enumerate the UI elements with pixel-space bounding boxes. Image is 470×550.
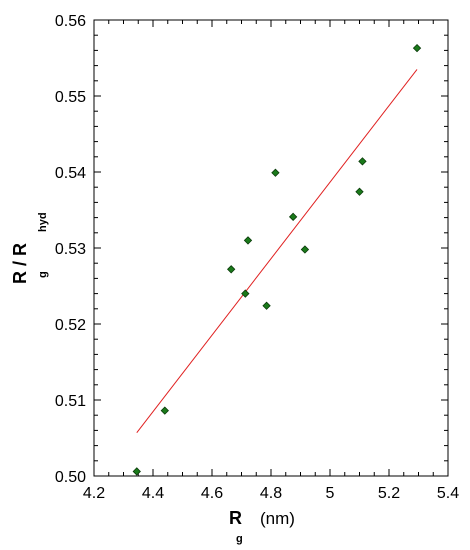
y-tick-label: 0.51 <box>55 393 86 410</box>
y-axis-label: R / R <box>10 243 30 284</box>
data-point <box>160 406 169 415</box>
y-tick-label: 0.53 <box>55 241 86 258</box>
y-tick-label: 0.55 <box>55 89 86 106</box>
data-point <box>412 43 422 53</box>
y-tick-label: 0.54 <box>55 165 86 182</box>
data-point <box>288 212 298 222</box>
data-point <box>300 245 310 254</box>
data-points <box>132 43 422 476</box>
y-tick-label: 0.56 <box>55 13 86 30</box>
y-tick-label: 0.52 <box>55 317 86 334</box>
plot-area-frame <box>93 19 449 477</box>
y-axis-label-subscript-g: g <box>37 271 49 278</box>
data-point <box>132 467 141 476</box>
x-tick-label: 5.2 <box>378 485 400 502</box>
x-axis-ticks: 4.2 4.4 4.6 4.8 5 5.2 5.4 <box>83 20 459 502</box>
data-point <box>355 187 364 196</box>
x-axis-label-subscript: g <box>236 533 243 545</box>
y-axis-label-group: R / R g hyd <box>10 212 49 284</box>
y-axis-label-subscript-hyd: hyd <box>37 212 49 232</box>
data-point <box>262 301 271 310</box>
fit-line-group <box>136 69 418 433</box>
y-tick-label: 0.50 <box>55 469 86 486</box>
x-tick-label: 4.6 <box>201 485 223 502</box>
x-tick-label: 5 <box>326 485 335 502</box>
data-point <box>227 265 236 274</box>
fit-line <box>136 69 418 433</box>
data-point <box>243 236 253 245</box>
x-tick-label: 4.4 <box>142 485 164 502</box>
x-tick-label: 5.4 <box>437 485 459 502</box>
data-point <box>241 289 250 298</box>
data-point <box>271 168 280 177</box>
data-point <box>358 157 367 166</box>
x-axis-unit: (nm) <box>260 509 295 528</box>
x-tick-label: 4.2 <box>83 485 105 502</box>
y-axis-ticks: 0.50 0.51 0.52 0.53 0.54 0.55 0.56 <box>55 13 448 486</box>
x-axis-label: R <box>229 508 242 528</box>
x-tick-label: 4.8 <box>260 485 282 502</box>
